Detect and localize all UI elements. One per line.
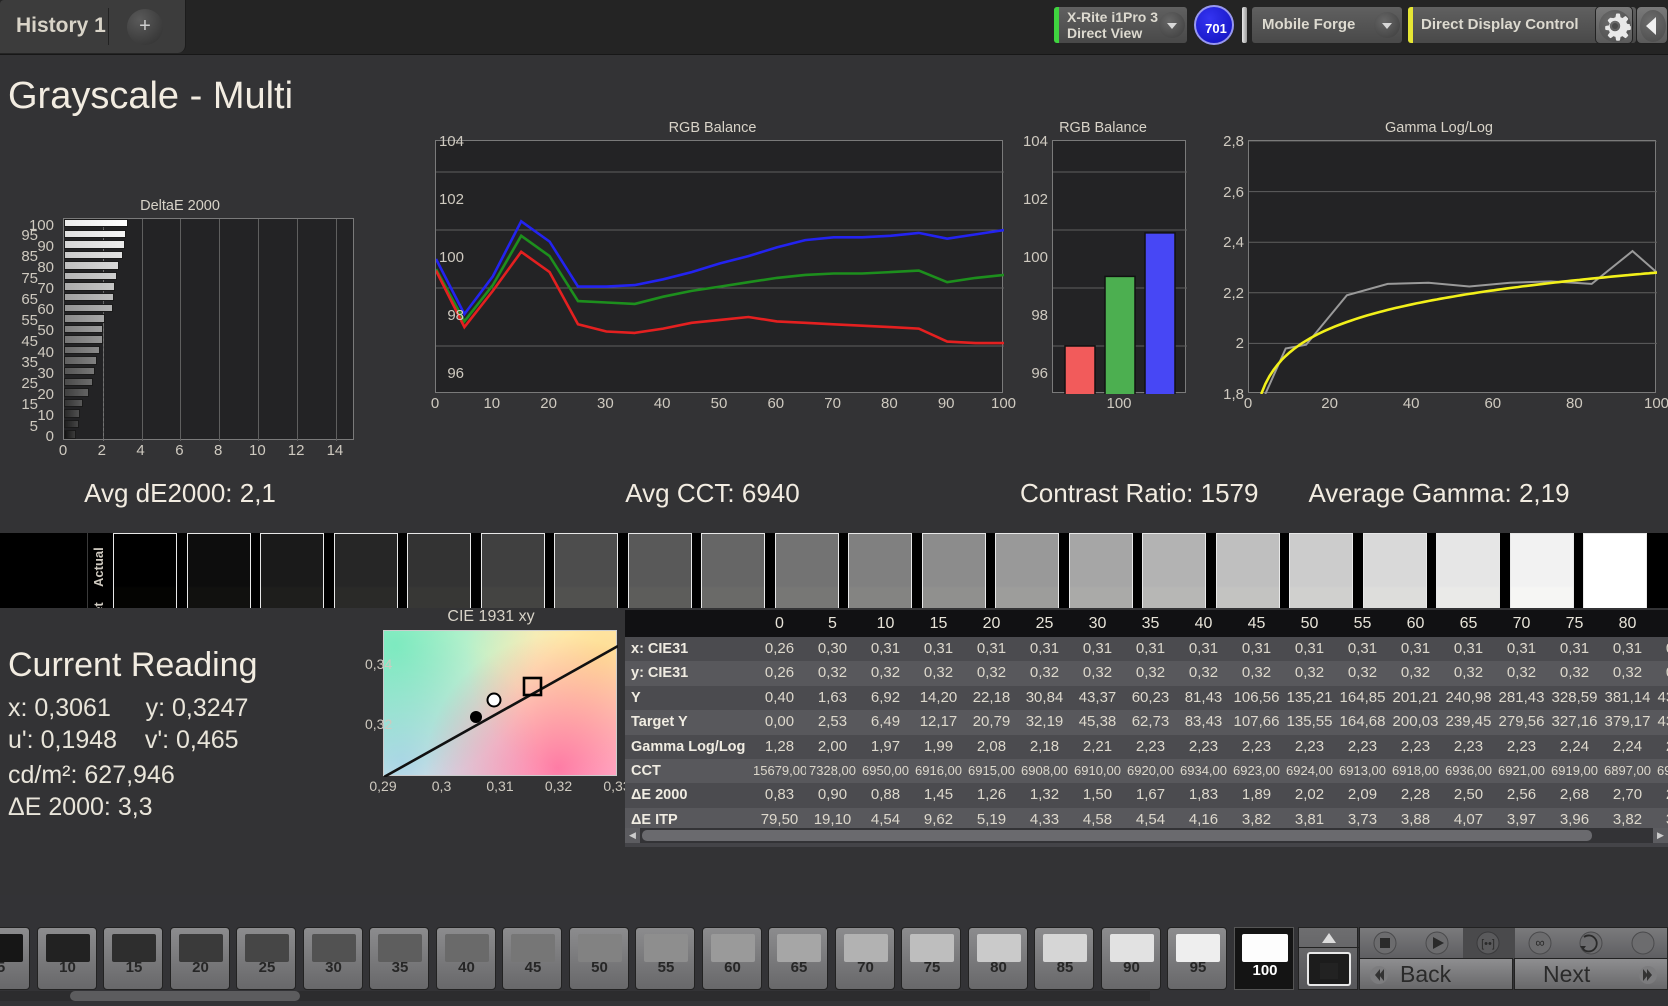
svg-text:∞: ∞ <box>1535 935 1544 950</box>
svg-text:[••]: [••] <box>1481 938 1495 950</box>
